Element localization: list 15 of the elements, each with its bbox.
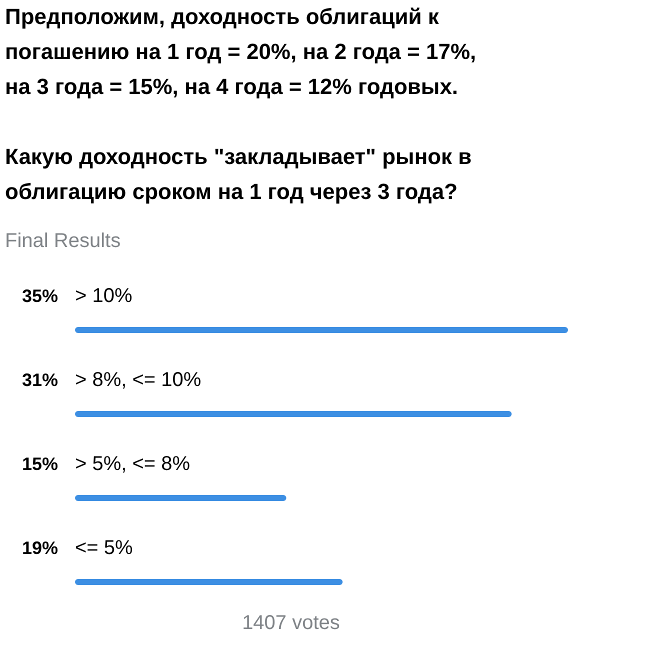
data-label: 19%	[22, 538, 58, 558]
y-tick-label: > 8%, <= 10%	[75, 369, 202, 391]
bar	[75, 327, 568, 333]
data-label: 15%	[22, 454, 58, 474]
chart-title: Предположим, доходность облигаций к погашению на 1 год = 20%, на 2 года = 17%, на 3 года = 15%, на 4 года = 12% годовых. Какую доходность "закладывает" рынок в облигацию сроком на 1 год через 3 года?	[5, 4, 476, 204]
y-tick-label: <= 5%	[75, 537, 134, 559]
data-label: 31%	[22, 370, 58, 390]
bar	[75, 495, 286, 501]
text: 1407 votes	[242, 612, 340, 634]
data-label: 35%	[22, 286, 58, 306]
bar	[75, 579, 343, 585]
y-tick-label: > 5%, <= 8%	[75, 453, 190, 475]
chart-subtitle: Final Results	[5, 230, 121, 252]
bar	[75, 411, 512, 417]
y-tick-label: > 10%	[75, 285, 132, 307]
